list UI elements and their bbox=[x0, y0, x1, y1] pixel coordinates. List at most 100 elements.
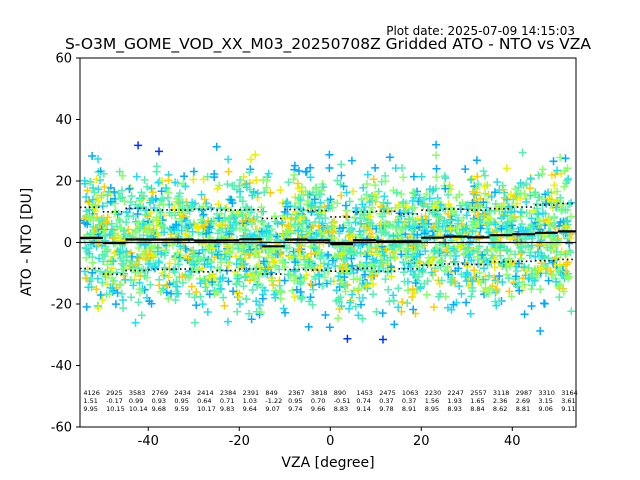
scatter-point bbox=[440, 172, 449, 181]
scatter-point bbox=[192, 301, 201, 310]
scatter-point bbox=[229, 287, 238, 296]
scatter-point bbox=[358, 240, 367, 249]
scatter-point bbox=[164, 273, 173, 282]
scatter-point bbox=[514, 259, 523, 268]
scatter-point bbox=[132, 260, 141, 269]
scatter-point bbox=[425, 207, 434, 216]
scatter-point bbox=[526, 191, 535, 200]
scatter-point bbox=[511, 272, 520, 281]
scatter-point bbox=[553, 187, 562, 196]
bin-std-label: 9.06 bbox=[538, 405, 552, 413]
scatter-point bbox=[409, 172, 418, 181]
scatter-point bbox=[260, 188, 269, 197]
scatter-point bbox=[398, 298, 407, 307]
scatter-point bbox=[147, 244, 156, 253]
scatter-point bbox=[167, 289, 175, 298]
scatter-point bbox=[488, 251, 496, 260]
scatter-point bbox=[118, 296, 127, 304]
scatter-point bbox=[141, 210, 150, 219]
scatter-point bbox=[563, 217, 572, 226]
scatter-point bbox=[210, 170, 219, 178]
scatter-point bbox=[94, 239, 103, 248]
scatter-point bbox=[175, 253, 184, 262]
scatter-point bbox=[399, 173, 408, 182]
scatter-point bbox=[180, 172, 189, 181]
bin-std-label: 9.66 bbox=[311, 405, 325, 413]
scatter-point bbox=[361, 270, 369, 279]
scatter-point bbox=[145, 220, 154, 229]
scatter-point bbox=[191, 199, 199, 208]
scatter-point bbox=[420, 195, 429, 204]
scatter-point bbox=[396, 225, 405, 234]
scatter-point bbox=[397, 190, 406, 198]
scatter-point bbox=[366, 273, 375, 282]
scatter-point bbox=[436, 257, 445, 265]
scatter-point bbox=[405, 215, 414, 224]
scatter-point bbox=[141, 255, 150, 264]
scatter-point bbox=[236, 187, 245, 196]
scatter-point bbox=[280, 276, 289, 285]
bin-mean-label: 3.15 bbox=[538, 397, 552, 405]
scatter-point bbox=[397, 307, 406, 316]
scatter-point bbox=[413, 249, 422, 258]
bin-count-label: 3118 bbox=[493, 389, 510, 397]
scatter-point bbox=[154, 231, 163, 240]
scatter-point bbox=[368, 203, 377, 212]
scatter-point bbox=[455, 190, 464, 199]
scatter-point bbox=[88, 195, 97, 204]
scatter-point bbox=[267, 225, 276, 234]
scatter-point bbox=[152, 213, 161, 222]
scatter-point bbox=[554, 282, 563, 291]
scatter-point bbox=[445, 216, 454, 225]
bin-std-label: 9.14 bbox=[356, 405, 370, 413]
scatter-point bbox=[481, 171, 489, 180]
scatter-point bbox=[109, 234, 118, 243]
scatter-point bbox=[473, 172, 482, 181]
scatter-point bbox=[283, 199, 292, 208]
scatter-point bbox=[140, 175, 149, 184]
scatter-point bbox=[307, 242, 315, 251]
scatter-point bbox=[346, 250, 355, 259]
scatter-point bbox=[491, 199, 500, 208]
scatter-point bbox=[179, 212, 188, 221]
scatter-point bbox=[400, 277, 409, 286]
scatter-point bbox=[564, 272, 573, 281]
bin-mean-label: 0.70 bbox=[311, 397, 325, 405]
scatter-point bbox=[219, 293, 228, 302]
scatter-point bbox=[302, 167, 311, 176]
scatter-point bbox=[311, 218, 320, 227]
scatter-point bbox=[472, 199, 481, 208]
scatter-point bbox=[355, 227, 364, 236]
scatter-point bbox=[206, 262, 215, 271]
scatter-point bbox=[155, 258, 163, 267]
scatter-point bbox=[418, 266, 427, 275]
scatter-point bbox=[341, 201, 350, 210]
scatter-point bbox=[215, 214, 223, 223]
scatter-point bbox=[213, 184, 222, 193]
scatter-point bbox=[497, 224, 506, 233]
scatter-point bbox=[422, 290, 431, 299]
scatter-point bbox=[149, 225, 158, 234]
scatter-point bbox=[303, 200, 312, 209]
scatter-point bbox=[285, 252, 294, 261]
bin-std-label: 8.91 bbox=[402, 405, 416, 413]
y-axis: -60 -40 -20 0 20 40 60 bbox=[51, 52, 80, 436]
bin-mean-label: 0.74 bbox=[356, 397, 370, 405]
scatter-point bbox=[344, 218, 353, 227]
scatter-point bbox=[470, 205, 479, 214]
scatter-point bbox=[318, 281, 327, 290]
scatter-point bbox=[325, 150, 334, 159]
scatter-point bbox=[245, 270, 254, 279]
scatter-point bbox=[468, 198, 477, 207]
bin-mean-label: 2.69 bbox=[516, 397, 530, 405]
scatter-point bbox=[385, 207, 393, 216]
scatter-point bbox=[330, 252, 339, 261]
scatter-point bbox=[349, 187, 358, 196]
scatter-point bbox=[291, 272, 300, 281]
scatter-point bbox=[160, 263, 169, 272]
scatter-point bbox=[329, 219, 338, 228]
scatter-point bbox=[513, 267, 521, 275]
scatter-point bbox=[374, 187, 383, 196]
scatter-point bbox=[158, 194, 167, 203]
scatter-point bbox=[129, 212, 138, 220]
